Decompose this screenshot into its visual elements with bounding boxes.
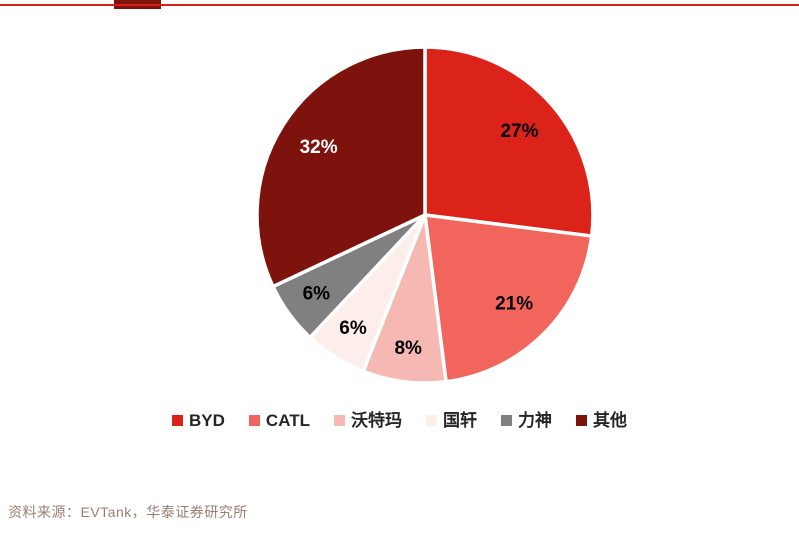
legend-label-byd: BYD — [189, 411, 225, 430]
legend-label-guoxuan: 国轩 — [442, 411, 477, 430]
pie-slice-other — [255, 45, 427, 289]
legend-marker-lishen — [500, 415, 512, 426]
legend-item-watma: 沃特玛 — [333, 411, 402, 430]
slice-label-byd: 27% — [500, 121, 538, 142]
top-border-line — [0, 4, 799, 6]
legend-marker-other — [575, 415, 587, 426]
legend-item-catl: CATL — [248, 411, 310, 430]
legend-item-lishen: 力神 — [500, 411, 552, 430]
legend-label-watma: 沃特玛 — [350, 411, 402, 430]
legend-marker-watma — [333, 415, 345, 426]
legend-item-other: 其他 — [575, 411, 627, 430]
pie-chart: 27% 21% 8% 6% 6% 32% — [255, 45, 595, 385]
legend-label-catl: CATL — [265, 411, 310, 430]
pie-slice-byd — [423, 45, 595, 238]
slice-label-guoxuan: 6% — [339, 318, 367, 339]
legend-marker-guoxuan — [425, 415, 437, 426]
slice-label-other: 32% — [300, 137, 338, 158]
pie-slice-catl — [423, 213, 594, 384]
legend-item-guoxuan: 国轩 — [425, 411, 477, 430]
slice-label-lishen: 6% — [303, 284, 331, 305]
source-note: 资料来源：EVTank，华泰证券研究所 — [8, 504, 248, 520]
legend-label-other: 其他 — [592, 411, 627, 430]
slice-label-watma: 8% — [394, 338, 422, 359]
legend-marker-byd — [172, 415, 184, 426]
legend-marker-catl — [248, 415, 260, 426]
chart-legend: BYD CATL 沃特玛 国轩 力神 其他 — [0, 412, 799, 429]
legend-label-lishen: 力神 — [517, 411, 552, 430]
slice-label-catl: 21% — [495, 294, 533, 315]
legend-item-byd: BYD — [172, 412, 225, 429]
